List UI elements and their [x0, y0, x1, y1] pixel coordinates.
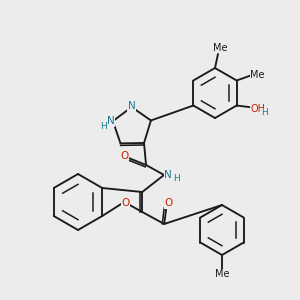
Text: H: H: [173, 175, 179, 184]
Text: Me: Me: [250, 70, 265, 80]
Text: Me: Me: [215, 269, 229, 279]
Text: N: N: [107, 116, 115, 126]
Text: O: O: [120, 151, 128, 161]
Text: O: O: [121, 198, 129, 208]
Text: O: O: [164, 198, 172, 208]
Text: N: N: [164, 170, 172, 180]
Text: Me: Me: [213, 43, 227, 53]
Text: N: N: [128, 101, 136, 111]
Text: H: H: [100, 122, 107, 131]
Text: H: H: [261, 108, 268, 117]
Text: OH: OH: [250, 103, 265, 113]
